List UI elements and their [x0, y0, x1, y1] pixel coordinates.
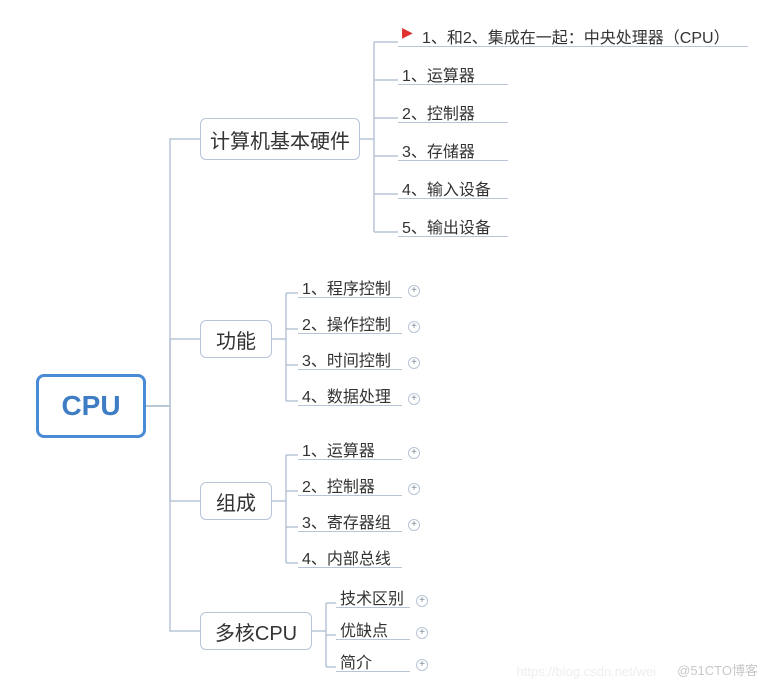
- leaf-compose-2[interactable]: 3、寄存器组: [302, 509, 391, 533]
- flag-icon: ▶: [402, 24, 413, 41]
- leaf-hardware-3[interactable]: 4、输入设备: [402, 176, 491, 200]
- expand-icon[interactable]: +: [408, 519, 420, 531]
- expand-icon[interactable]: +: [416, 595, 428, 607]
- branch-label: 多核CPU: [215, 617, 297, 646]
- leaf-hardware-0[interactable]: 1、运算器: [402, 62, 475, 86]
- branch-multicore[interactable]: 多核CPU: [200, 612, 312, 650]
- leaf-function-1[interactable]: 2、操作控制: [302, 311, 391, 335]
- expand-icon[interactable]: +: [408, 285, 420, 297]
- leaf-hardware-2[interactable]: 3、存储器: [402, 138, 475, 162]
- watermark-text: @51CTO博客: [677, 660, 758, 679]
- branch-function[interactable]: 功能: [200, 320, 272, 358]
- leaf-multicore-0[interactable]: 技术区别: [340, 585, 404, 609]
- connector-svg: [0, 0, 766, 685]
- expand-icon[interactable]: +: [416, 659, 428, 671]
- flag-note-text: 1、和2、集成在一起：中央处理器（CPU）: [422, 24, 730, 48]
- flag-underline: [398, 46, 748, 47]
- leaf-compose-3[interactable]: 4、内部总线: [302, 545, 391, 569]
- root-node[interactable]: CPU: [36, 374, 146, 438]
- leaf-multicore-1[interactable]: 优缺点: [340, 617, 388, 641]
- leaf-function-0[interactable]: 1、程序控制: [302, 275, 391, 299]
- expand-icon[interactable]: +: [408, 447, 420, 459]
- expand-icon[interactable]: +: [408, 357, 420, 369]
- branch-compose[interactable]: 组成: [200, 482, 272, 520]
- watermark-faint: https://blog.csdn.net/wei: [517, 664, 656, 679]
- expand-icon[interactable]: +: [408, 321, 420, 333]
- root-label: CPU: [61, 390, 120, 422]
- expand-icon[interactable]: +: [408, 483, 420, 495]
- leaf-function-2[interactable]: 3、时间控制: [302, 347, 391, 371]
- leaf-multicore-2[interactable]: 简介: [340, 649, 372, 673]
- branch-label: 计算机基本硬件: [210, 125, 350, 154]
- expand-icon[interactable]: +: [408, 393, 420, 405]
- leaf-function-3[interactable]: 4、数据处理: [302, 383, 391, 407]
- leaf-compose-1[interactable]: 2、控制器: [302, 473, 375, 497]
- leaf-hardware-1[interactable]: 2、控制器: [402, 100, 475, 124]
- branch-hardware[interactable]: 计算机基本硬件: [200, 118, 360, 160]
- leaf-compose-0[interactable]: 1、运算器: [302, 437, 375, 461]
- branch-label: 功能: [216, 325, 256, 354]
- expand-icon[interactable]: +: [416, 627, 428, 639]
- branch-label: 组成: [216, 487, 256, 516]
- leaf-hardware-4[interactable]: 5、输出设备: [402, 214, 491, 238]
